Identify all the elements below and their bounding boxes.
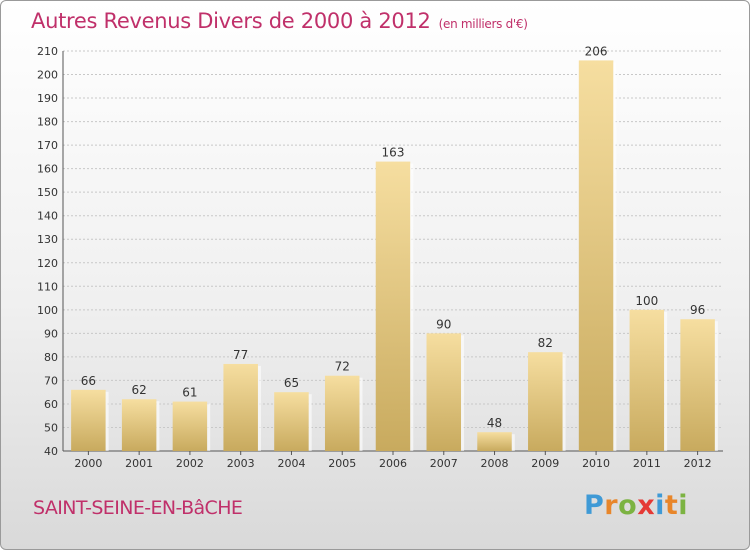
bar-value-label: 163 — [382, 146, 405, 160]
logo-letter: r — [604, 490, 619, 521]
x-tick-label: 2001 — [125, 457, 153, 470]
y-tick-label: 70 — [44, 374, 58, 387]
bar-highlight — [207, 403, 211, 451]
bar-value-label: 72 — [335, 360, 350, 374]
y-tick-label: 180 — [37, 116, 58, 129]
logo-letter: t — [664, 490, 679, 521]
y-tick-label: 110 — [37, 280, 58, 293]
town-label: SAINT-SEINE-EN-BâCHE — [33, 497, 243, 519]
bars-layer: 66 62 61 77 65 72 163 90 48 82 206 100 96 — [71, 44, 718, 451]
bar — [578, 60, 614, 451]
x-tick-label: 2002 — [176, 457, 204, 470]
y-tick-label: 200 — [37, 69, 58, 82]
y-tick-label: 190 — [37, 92, 58, 105]
chart-title-text: Autres Revenus Divers de 2000 à 2012 — [31, 9, 431, 33]
y-tick-label: 120 — [37, 257, 58, 270]
proxiti-logo: Proxiti — [584, 490, 688, 521]
y-tick-label: 210 — [37, 45, 58, 58]
bar-value-label: 100 — [635, 294, 658, 308]
bar-highlight — [664, 311, 668, 451]
bar — [172, 401, 208, 451]
bar-highlight — [257, 365, 261, 451]
bar-highlight — [156, 401, 160, 451]
bar-value-label: 82 — [538, 336, 553, 350]
bar — [121, 399, 157, 451]
bar — [477, 432, 512, 451]
bar — [274, 392, 309, 451]
x-tick-label: 2009 — [531, 457, 559, 470]
x-tick-label: 2008 — [481, 457, 509, 470]
bar — [71, 389, 106, 451]
y-tick-label: 170 — [37, 139, 58, 152]
x-tick-label: 2007 — [430, 457, 458, 470]
bar — [324, 375, 360, 451]
bar — [223, 363, 258, 451]
bar-value-label: 65 — [284, 376, 299, 390]
x-tick-label: 2011 — [633, 457, 661, 470]
chart-subtitle: (en milliers d'€) — [438, 17, 528, 31]
logo-letter: o — [618, 490, 638, 521]
y-tick-label: 60 — [44, 398, 58, 411]
bar — [426, 333, 462, 451]
bar-highlight — [613, 62, 617, 451]
chart-title: Autres Revenus Divers de 2000 à 2012 (en … — [31, 9, 528, 33]
bar — [680, 319, 715, 451]
bar-value-label: 62 — [132, 383, 147, 397]
bar-highlight — [359, 377, 363, 451]
bar — [629, 309, 665, 451]
bar-value-label: 206 — [585, 44, 608, 58]
bar-highlight — [562, 354, 566, 451]
logo-letter: i — [678, 490, 689, 521]
bar-highlight — [714, 321, 718, 451]
bar-highlight — [105, 391, 109, 451]
logo-letter: P — [584, 490, 605, 521]
x-tick-label: 2004 — [277, 457, 305, 470]
y-tick-label: 90 — [44, 327, 58, 340]
axis-layer: 40 50 60 70 80 90 100 110 120 130 140 150 160 170 180 1… — [37, 45, 723, 470]
bar-highlight — [308, 394, 312, 451]
x-tick-label: 2010 — [582, 457, 610, 470]
y-tick-label: 130 — [37, 233, 58, 246]
bar-value-label: 77 — [233, 348, 248, 362]
x-tick-label: 2006 — [379, 457, 407, 470]
y-tick-label: 150 — [37, 186, 58, 199]
bar-highlight — [410, 163, 414, 451]
y-tick-label: 80 — [44, 351, 58, 364]
bar-value-label: 90 — [436, 317, 451, 331]
bar-value-label: 96 — [690, 303, 705, 317]
y-tick-label: 100 — [37, 304, 58, 317]
logo-letter: i — [655, 490, 665, 521]
y-tick-label: 140 — [37, 210, 58, 223]
bar-highlight — [511, 434, 515, 451]
y-tick-label: 50 — [44, 421, 58, 434]
x-tick-label: 2003 — [227, 457, 255, 470]
x-tick-label: 2012 — [684, 457, 712, 470]
y-tick-label: 40 — [44, 445, 58, 458]
bar-highlight — [461, 335, 465, 451]
x-tick-label: 2000 — [74, 457, 102, 470]
logo-letter: x — [637, 490, 656, 521]
bar-value-label: 48 — [487, 416, 502, 430]
bar — [528, 352, 563, 451]
bar-value-label: 66 — [81, 374, 96, 388]
bar — [375, 161, 411, 451]
x-tick-label: 2005 — [328, 457, 356, 470]
y-tick-label: 160 — [37, 163, 58, 176]
bar-value-label: 61 — [182, 386, 197, 400]
